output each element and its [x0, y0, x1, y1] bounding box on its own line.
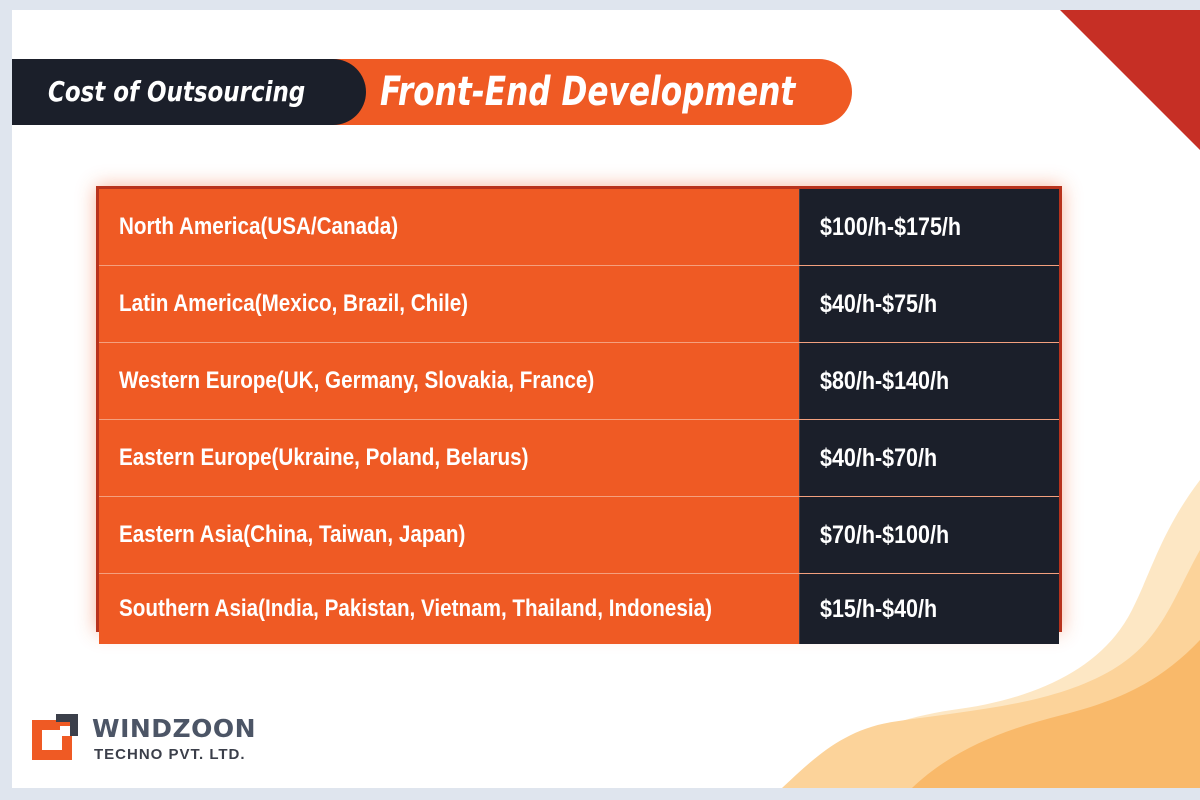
cost-cell: $80/h-$140/h [799, 343, 1059, 419]
cost-cell: $40/h-$70/h [799, 420, 1059, 496]
cost-cell: $40/h-$75/h [799, 266, 1059, 342]
region-cell: Western Europe(UK, Germany, Slovakia, Fr… [99, 343, 799, 419]
table-row: Western Europe(UK, Germany, Slovakia, Fr… [99, 343, 1059, 420]
infographic-card: Front-End Development Cost of Outsourcin… [12, 10, 1200, 788]
table-row: Eastern Europe(Ukraine, Poland, Belarus)… [99, 420, 1059, 497]
region-cell: Eastern Europe(Ukraine, Poland, Belarus) [99, 420, 799, 496]
title-highlight: Front-End Development [380, 69, 796, 115]
region-label: Latin America(Mexico, Brazil, Chile) [119, 290, 469, 317]
table-row: Southern Asia(India, Pakistan, Vietnam, … [99, 574, 1059, 644]
title-dark-pill: Cost of Outsourcing [12, 59, 366, 125]
logo-subtitle: TECHNO PVT. LTD. [94, 746, 246, 763]
company-logo: WINDZOON TECHNO PVT. LTD. [30, 712, 310, 772]
title-prefix: Cost of Outsourcing [48, 75, 306, 108]
logo-mark-icon [32, 714, 78, 760]
region-cell: Eastern Asia(China, Taiwan, Japan) [99, 497, 799, 573]
cost-label: $15/h-$40/h [820, 594, 938, 623]
region-cell: Southern Asia(India, Pakistan, Vietnam, … [99, 574, 799, 644]
table-row: Eastern Asia(China, Taiwan, Japan) $70/h… [99, 497, 1059, 574]
logo-name: WINDZOON [92, 714, 257, 743]
cost-cell: $15/h-$40/h [799, 574, 1059, 644]
table-row: North America(USA/Canada) $100/h-$175/h [99, 189, 1059, 266]
cost-label: $80/h-$140/h [820, 366, 950, 395]
cost-label: $40/h-$75/h [820, 289, 938, 318]
region-cell: North America(USA/Canada) [99, 189, 799, 265]
table-row: Latin America(Mexico, Brazil, Chile) $40… [99, 266, 1059, 343]
region-label: Southern Asia(India, Pakistan, Vietnam, … [119, 595, 712, 622]
region-label: Western Europe(UK, Germany, Slovakia, Fr… [119, 367, 595, 394]
cost-cell: $70/h-$100/h [799, 497, 1059, 573]
cost-label: $100/h-$175/h [820, 212, 962, 241]
decorative-waves [782, 480, 1200, 788]
region-label: Eastern Asia(China, Taiwan, Japan) [119, 521, 466, 548]
cost-label: $70/h-$100/h [820, 520, 950, 549]
cost-cell: $100/h-$175/h [799, 189, 1059, 265]
rates-table: North America(USA/Canada) $100/h-$175/h … [96, 186, 1062, 644]
title-orange-pill: Front-End Development [312, 59, 852, 125]
region-label: North America(USA/Canada) [119, 213, 399, 240]
region-label: Eastern Europe(Ukraine, Poland, Belarus) [119, 444, 529, 471]
cost-label: $40/h-$70/h [820, 443, 938, 472]
title-banner: Front-End Development Cost of Outsourcin… [12, 59, 852, 125]
region-cell: Latin America(Mexico, Brazil, Chile) [99, 266, 799, 342]
